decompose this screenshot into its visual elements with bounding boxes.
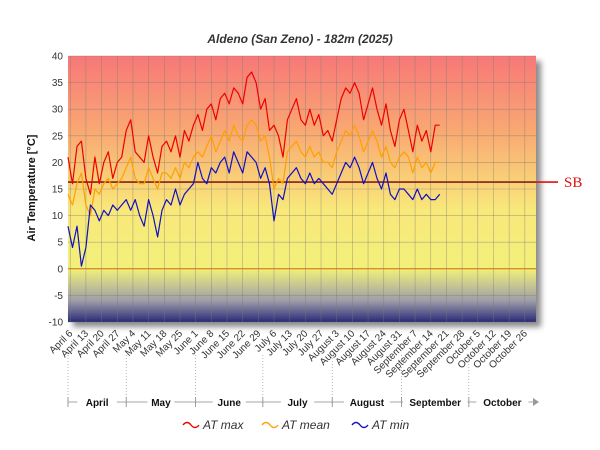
y-axis-label: Air Temperature [°C] — [26, 134, 38, 241]
month-label-bg — [344, 396, 390, 408]
series-line-at-max — [67, 71, 440, 195]
month-label: July — [288, 398, 308, 409]
legend: AT max AT mean AT min — [182, 418, 409, 432]
y-tick-label: 5 — [57, 238, 63, 249]
y-tick-label: 35 — [52, 78, 64, 89]
month-label-bg — [402, 396, 468, 408]
month-axis: April May June July August September October — [67, 355, 539, 409]
legend-label: AT min — [371, 418, 409, 432]
month-axis-arrow — [533, 398, 539, 406]
sb-label: SB — [564, 175, 582, 191]
y-tick-label: 30 — [52, 105, 64, 116]
legend-swatch — [261, 421, 279, 429]
y-tick-label: 25 — [52, 131, 64, 142]
chart-title: Aldeno (San Zeno) - 182m (2025) — [206, 32, 392, 46]
month-label-bg — [212, 396, 246, 408]
month-label: June — [218, 398, 242, 409]
series-line-at-min — [67, 151, 441, 267]
month-label-bg — [280, 396, 315, 408]
legend-label: AT max — [202, 418, 244, 432]
legend-swatch — [182, 421, 200, 429]
month-label: September — [409, 398, 461, 409]
series-line-at-mean — [67, 119, 440, 217]
y-tick-label: 0 — [57, 264, 63, 275]
y-tick-label: -5 — [54, 291, 63, 302]
y-tick-label: 20 — [52, 158, 64, 169]
legend-label: AT mean — [281, 418, 330, 432]
month-label-bg — [77, 396, 117, 408]
reference-lines: SB — [68, 175, 582, 270]
y-tick-label: -10 — [49, 318, 64, 329]
y-tick-label: 15 — [52, 185, 64, 196]
y-tick-label: 40 — [52, 52, 64, 63]
legend-swatch — [351, 421, 369, 429]
month-label-bg — [476, 396, 529, 408]
month-label: May — [151, 398, 171, 409]
month-label: August — [350, 398, 385, 409]
month-label: April — [86, 398, 109, 409]
series-lines — [67, 71, 441, 267]
month-label: October — [483, 398, 521, 409]
y-tick-label: 10 — [52, 211, 64, 222]
month-label-bg — [147, 396, 175, 408]
y-tick-labels: -10 -5 0 5 10 15 20 25 30 35 40 — [49, 52, 64, 329]
